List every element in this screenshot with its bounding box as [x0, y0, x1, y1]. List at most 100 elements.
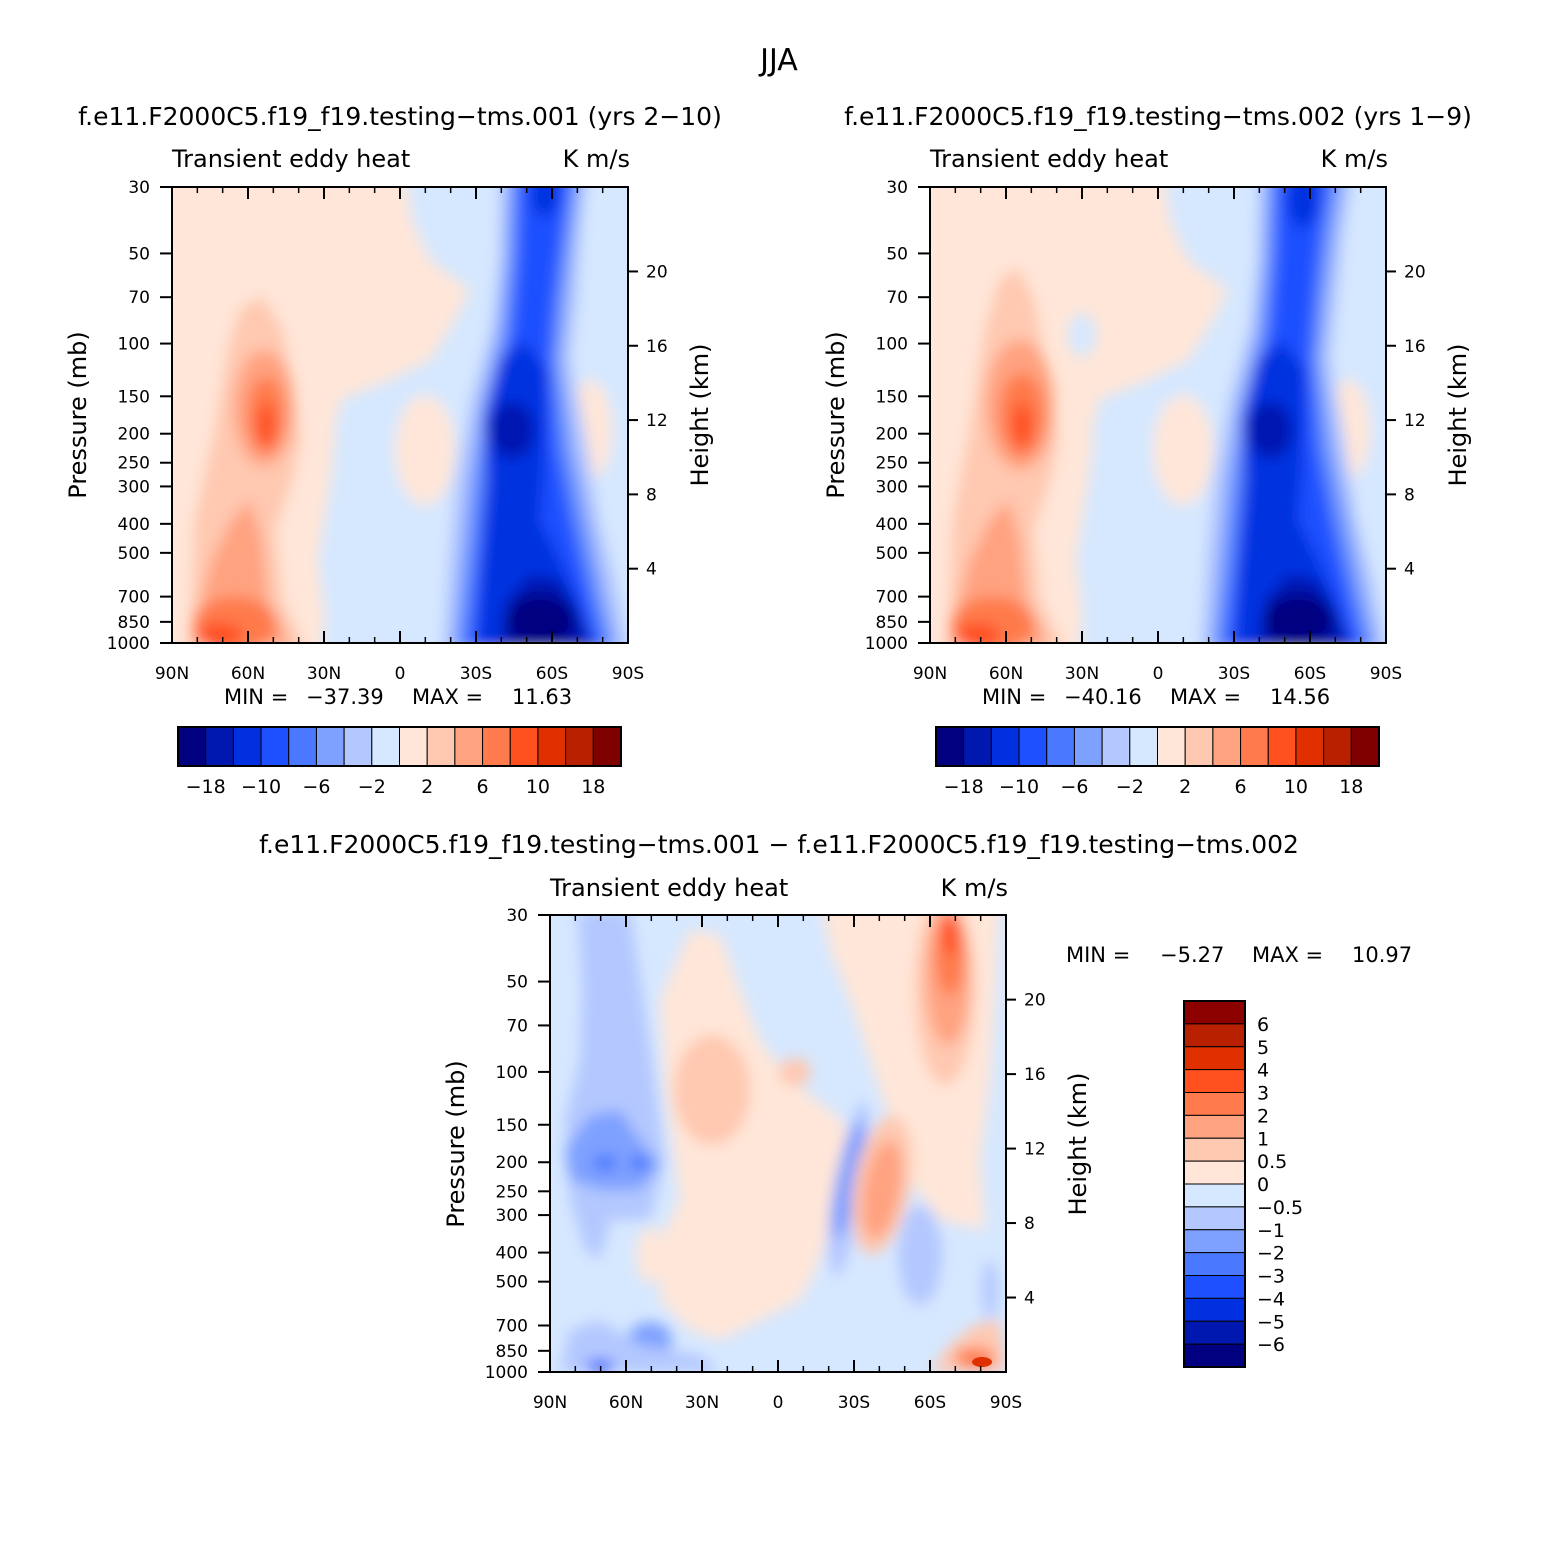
panel-c-right-label: K m/s: [941, 874, 1008, 902]
colorbar-swatch: [1183, 1137, 1246, 1162]
y2-tick-label: 12: [646, 411, 668, 431]
y2-tick-label: 20: [1404, 262, 1426, 282]
colorbar-swatch: [1183, 1160, 1246, 1185]
x-tick-label: 0: [773, 1393, 784, 1413]
y-tick-label: 200: [496, 1153, 528, 1173]
y2-tick-label: 12: [1024, 1140, 1046, 1160]
warm-blob-30n: [674, 1035, 750, 1145]
y-tick-label: 150: [496, 1116, 528, 1136]
colorbar-swatch: [1183, 1229, 1246, 1254]
y-tick-label: 850: [496, 1342, 528, 1362]
colorbar-label: −6: [302, 776, 330, 798]
y-tick-label: 250: [496, 1182, 528, 1202]
panel-a-colorbar: −18 −10 −6 −2 2 6 10 18: [177, 726, 622, 798]
panel-a-right-label: K m/s: [563, 145, 630, 173]
panel-c-stats: MIN = −5.27 MAX = 10.97: [1066, 943, 1412, 967]
colorbar-swatch: [1073, 726, 1103, 767]
tropic-warm-blob: [395, 395, 455, 505]
colorbar-swatch: [482, 726, 511, 767]
y-tick-label: 700: [496, 1317, 528, 1337]
panel-b-ylabel: Pressure (mb): [822, 331, 850, 498]
y-tick-label: 30: [506, 906, 528, 926]
panel-a-ylabel: Pressure (mb): [64, 331, 92, 498]
colorbar-label: 5: [1257, 1037, 1269, 1059]
colorbar-swatch: [1183, 1275, 1246, 1299]
y2-tick-label: 8: [1404, 485, 1415, 505]
y2-tick-label: 4: [1024, 1289, 1035, 1309]
panel-a: f.e11.F2000C5.f19_f19.testing−tms.001 (y…: [64, 102, 722, 798]
colorbar-swatch: [1183, 1092, 1246, 1116]
y-tick-label: 400: [496, 1244, 528, 1264]
x-tick-label: 90N: [533, 1393, 567, 1413]
y2-tick-label: 8: [1024, 1214, 1035, 1234]
panel-b-y2label: Height (km): [1444, 344, 1472, 487]
panel-c-left-label: Transient eddy heat: [549, 874, 788, 902]
colorbar-label: −6: [1257, 1334, 1285, 1356]
x-tick-label: 90S: [612, 664, 644, 684]
colorbar-swatch: [1183, 1320, 1246, 1345]
y2-tick-label: 20: [1024, 991, 1046, 1011]
panel-a-left-label: Transient eddy heat: [171, 145, 410, 173]
y2-tick-label: 4: [646, 560, 657, 580]
y-tick-label: 30: [128, 178, 150, 198]
x-tick-label: 60S: [1294, 664, 1326, 684]
colorbar-label: −3: [1257, 1266, 1285, 1288]
warm-blob-eq: [779, 1058, 811, 1086]
y-tick-label: 100: [876, 335, 908, 355]
colorbar-swatch: [565, 726, 594, 767]
y-tick-label: 70: [886, 288, 908, 308]
colorbar-swatch: [1101, 726, 1131, 767]
panel-c-max-label: MAX =: [1252, 943, 1323, 967]
colorbar-swatch: [343, 726, 373, 767]
colorbar-swatch: [1212, 726, 1242, 767]
colorbar-label: 3: [1257, 1083, 1269, 1105]
colorbar-swatch: [509, 726, 539, 767]
sh-surface-cool: [982, 1260, 998, 1320]
panel-c-ylabel: Pressure (mb): [442, 1060, 470, 1227]
nh-cool-peak-2: [630, 1155, 650, 1171]
colorbar-swatch: [232, 726, 262, 767]
panel-a-axes: 3050701001502002503004005007008501000481…: [107, 178, 668, 684]
colorbar-label: 0: [1257, 1174, 1269, 1196]
panel-a-stats: MIN = −37.39 MAX = 11.63: [224, 685, 572, 709]
y-tick-label: 150: [118, 387, 150, 407]
y-tick-label: 250: [876, 454, 908, 474]
y-tick-label: 500: [496, 1273, 528, 1293]
panel-a-min-value: −37.39: [306, 685, 384, 709]
nh-warm-core-lower-inner: [198, 623, 242, 643]
y-tick-label: 250: [118, 454, 150, 474]
y-tick-label: 500: [876, 544, 908, 564]
y2-tick-label: 12: [1404, 411, 1426, 431]
nh-subtropic-warm-region: [660, 930, 870, 1340]
x-tick-label: 60N: [231, 664, 265, 684]
nh-warm-core-lower-inner: [956, 623, 1000, 643]
y2-tick-label: 4: [1404, 560, 1415, 580]
panel-c-y2label: Height (km): [1064, 1073, 1092, 1216]
colorbar-label: 6: [1257, 1014, 1269, 1036]
colorbar-swatch: [205, 726, 234, 767]
colorbar-label: 6: [477, 776, 489, 798]
x-tick-label: 0: [1153, 664, 1164, 684]
y2-tick-label: 20: [646, 262, 668, 282]
panel-a-max-value: 11.63: [512, 685, 572, 709]
colorbar-label: 2: [1179, 776, 1191, 798]
panel-c-contour-field: [550, 915, 1006, 1372]
panel-c-min-label: MIN =: [1066, 943, 1130, 967]
tropic-warm-blob: [1153, 395, 1213, 505]
colorbar-swatch: [1183, 1183, 1246, 1208]
panel-a-min-label: MIN =: [224, 685, 288, 709]
colorbar-swatch: [1183, 1046, 1246, 1071]
colorbar-swatch: [1046, 726, 1075, 767]
nh-warm-core-upper-peak: [257, 403, 275, 447]
colorbar-label: 18: [1339, 776, 1363, 798]
x-tick-label: 60S: [914, 1393, 946, 1413]
y-tick-label: 100: [118, 335, 150, 355]
colorbar-swatch: [963, 726, 992, 767]
panel-b-colorbar: −18 −10 −6 −2 2 6 10 18: [935, 726, 1380, 798]
colorbar-label: −2: [1116, 776, 1144, 798]
sh-surface-warm-peak: [972, 1357, 992, 1367]
y-tick-label: 50: [506, 973, 528, 993]
colorbar-label: 1: [1257, 1128, 1269, 1150]
panel-a-max-label: MAX =: [412, 685, 483, 709]
